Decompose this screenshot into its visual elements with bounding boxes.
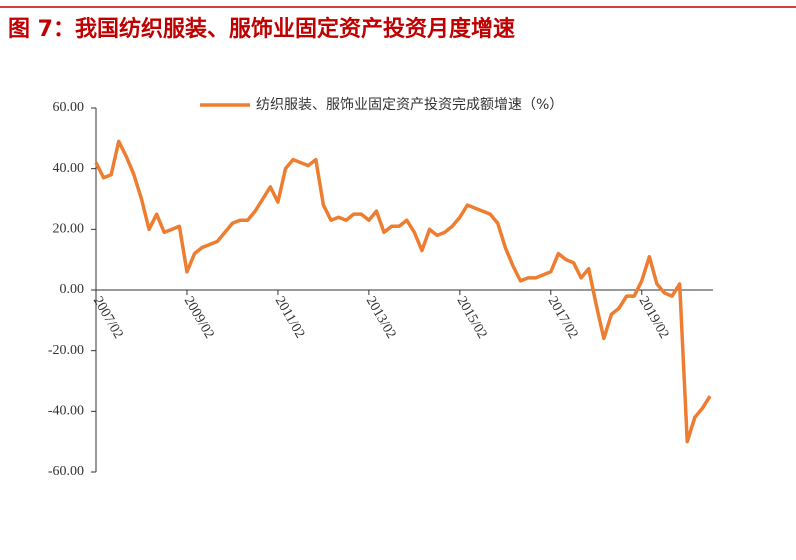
chart-title: 图 7：我国纺织服装、服饰业固定资产投资月度增速 [8, 16, 515, 42]
x-tick-label: 2017/02 [545, 294, 581, 341]
y-tick-label: 60.00 [53, 100, 85, 115]
x-tick-label: 2011/02 [272, 294, 308, 341]
legend-label: 纺织服装、服饰业固定资产投资完成额增速（%） [256, 97, 563, 113]
x-tick-label: 2009/02 [181, 294, 217, 341]
x-tick-label: 2013/02 [363, 294, 399, 341]
y-tick-label: 40.00 [53, 161, 85, 176]
x-tick-label: 2019/02 [636, 294, 672, 341]
y-tick-label: 20.00 [53, 222, 85, 237]
y-tick-label: -60.00 [48, 464, 84, 479]
data-line [94, 139, 712, 444]
y-tick-label: -20.00 [48, 343, 84, 358]
y-tick-label: -40.00 [48, 404, 84, 419]
x-tick-label: 2015/02 [454, 294, 490, 341]
x-tick-label: 2007/02 [90, 294, 126, 341]
y-tick-label: 0.00 [60, 282, 85, 297]
